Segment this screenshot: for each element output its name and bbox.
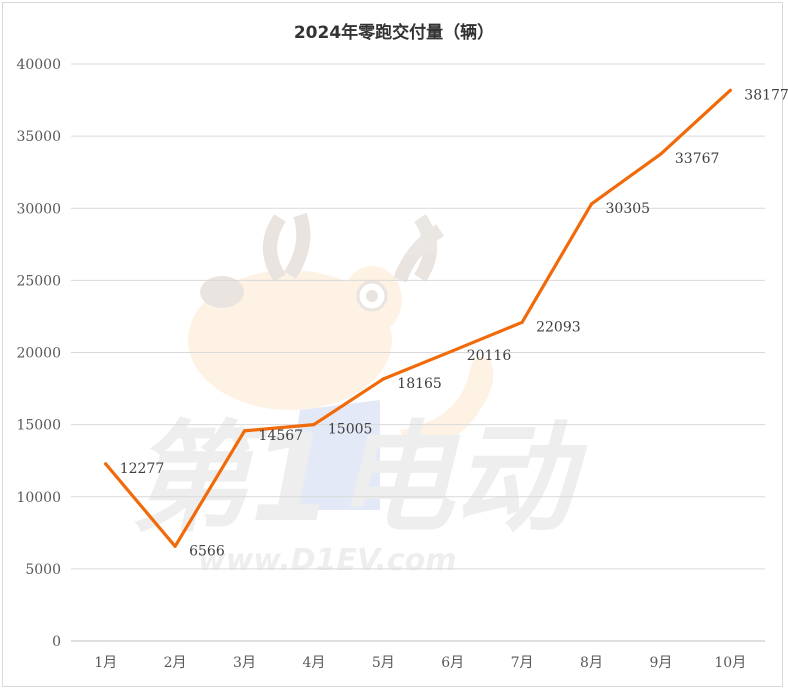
y-tick-label: 40000 [16, 57, 61, 73]
data-label: 6566 [189, 543, 225, 559]
x-tick-label: 2月 [164, 655, 187, 671]
y-tick-label: 0 [52, 634, 61, 650]
gridlines [71, 63, 765, 570]
x-tick-label: 4月 [302, 655, 325, 671]
data-label: 12277 [120, 461, 165, 477]
y-tick-label: 15000 [16, 418, 61, 434]
data-label: 33767 [675, 151, 720, 167]
data-point [520, 320, 524, 324]
chart-title: 2024年零跑交付量（辆） [293, 23, 495, 43]
watermark-brand: 第1电动 [130, 410, 588, 549]
y-tick-label: 35000 [16, 129, 61, 145]
x-tick-label: 8月 [580, 655, 603, 671]
data-label: 18165 [397, 376, 442, 392]
data-point [104, 462, 108, 466]
data-point [312, 422, 316, 427]
series-deliveries [104, 88, 732, 548]
data-point [381, 377, 385, 381]
data-point [728, 88, 732, 92]
data-point [242, 429, 247, 433]
x-tick-label: 5月 [372, 655, 395, 671]
watermark-url: www.D1EV.com [198, 543, 457, 578]
data-label: 38177 [744, 87, 788, 103]
y-tick-label: 30000 [16, 201, 61, 217]
y-tick-label: 20000 [16, 346, 61, 362]
data-point [451, 349, 455, 353]
x-tick-label: 7月 [511, 655, 534, 671]
x-tick-label: 1月 [94, 655, 117, 671]
data-point [173, 544, 177, 548]
data-labels: 12277 6566 14567 15005 18165 20116 22093 30305 3… [120, 87, 788, 559]
watermark: 第1电动 www.D1EV.com [130, 212, 588, 578]
data-label: 30305 [606, 201, 651, 217]
data-label: 22093 [536, 319, 581, 335]
y-tick-label: 10000 [16, 490, 61, 506]
series-line [104, 88, 732, 548]
data-point [659, 152, 663, 156]
x-tick-label: 10月 [714, 655, 746, 671]
x-tick-label: 6月 [441, 655, 464, 671]
data-point [589, 202, 594, 206]
y-tick-label: 5000 [25, 562, 61, 578]
x-tick-label: 3月 [233, 655, 256, 671]
x-tick-label: 9月 [649, 655, 672, 671]
data-label: 14567 [259, 428, 304, 444]
deer-mascot-icon [188, 212, 494, 510]
y-tick-label: 25000 [16, 273, 61, 289]
data-label: 15005 [328, 422, 373, 438]
axes: 0 5000 10000 15000 20000 25000 30000 35000 40000… [16, 57, 765, 671]
data-label: 20116 [467, 348, 512, 364]
